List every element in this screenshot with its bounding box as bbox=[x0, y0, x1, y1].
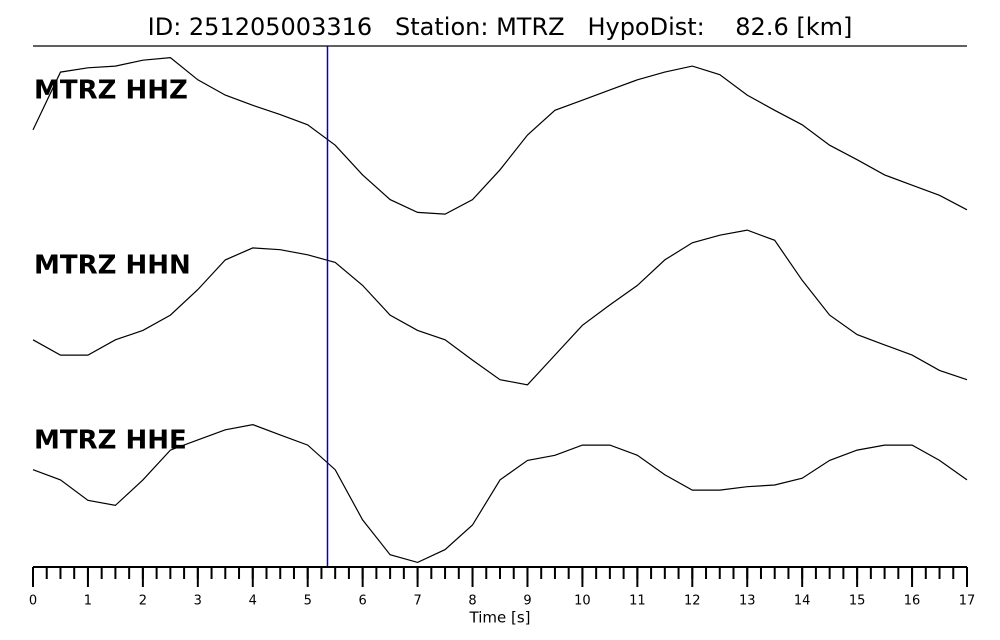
trace-label: MTRZ HHZ bbox=[34, 76, 188, 106]
x-tick-label: 15 bbox=[849, 594, 866, 609]
x-tick-label: 6 bbox=[359, 594, 367, 609]
x-tick-label: 2 bbox=[139, 594, 147, 609]
x-tick-label: 7 bbox=[413, 594, 421, 609]
x-tick-label: 3 bbox=[194, 594, 202, 609]
x-tick-label: 11 bbox=[629, 594, 646, 609]
x-tick-label: 17 bbox=[959, 594, 976, 609]
trace-label: MTRZ HHE bbox=[34, 426, 187, 456]
x-tick-label: 8 bbox=[468, 594, 476, 609]
chart-title: ID: 251205003316 Station: MTRZ HypoDist:… bbox=[148, 13, 853, 41]
x-tick-label: 9 bbox=[523, 594, 531, 609]
x-tick-label: 5 bbox=[304, 594, 312, 609]
x-tick-label: 0 bbox=[29, 594, 37, 609]
x-tick-label: 4 bbox=[249, 594, 257, 609]
x-axis-label: Time [s] bbox=[469, 609, 531, 627]
x-tick-label: 14 bbox=[794, 594, 811, 609]
trace bbox=[32, 56, 968, 215]
x-tick-label: 10 bbox=[574, 594, 591, 609]
x-tick-label: 1 bbox=[84, 594, 92, 609]
x-tick-label: 12 bbox=[684, 594, 701, 609]
x-tick-label: 13 bbox=[739, 594, 756, 609]
trace-label: MTRZ HHN bbox=[34, 251, 191, 281]
trace bbox=[32, 423, 968, 564]
x-tick-label: 16 bbox=[904, 594, 921, 609]
trace bbox=[32, 229, 968, 386]
